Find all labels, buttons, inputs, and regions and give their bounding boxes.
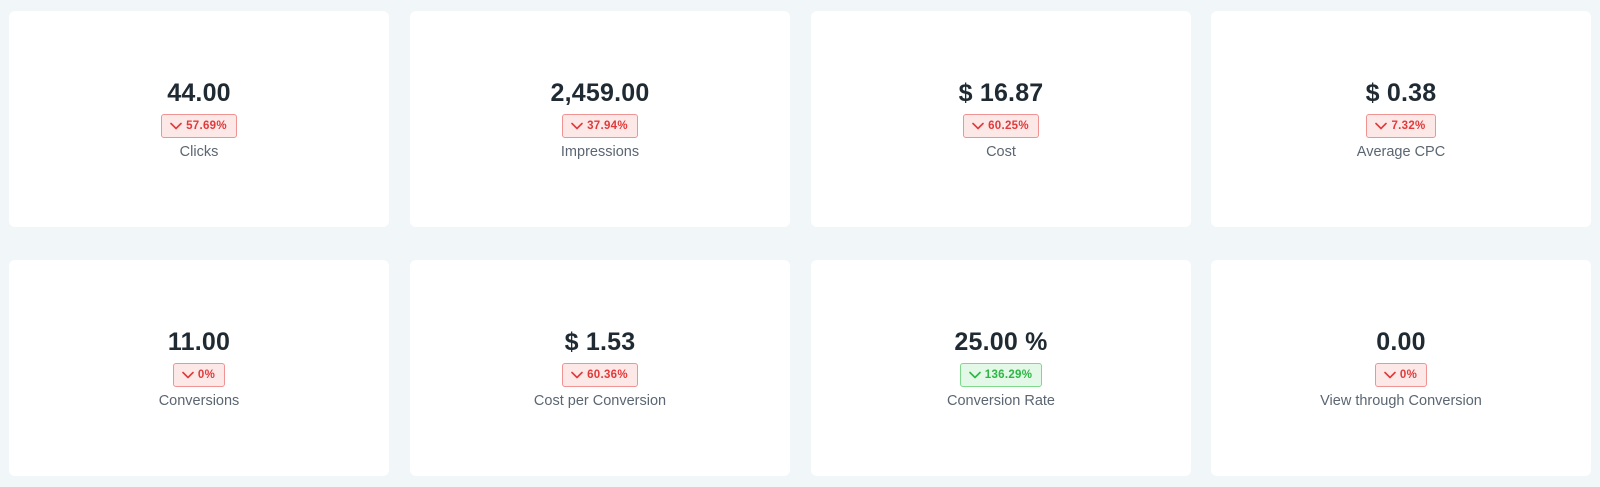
chevron-down-icon: [571, 122, 583, 129]
metric-value: $ 16.87: [958, 78, 1044, 107]
metric-value: $ 1.53: [564, 327, 636, 356]
change-percent: 0%: [197, 368, 216, 381]
metric-card-clicks: 44.00 57.69% Clicks: [9, 11, 389, 227]
metric-value: 11.00: [167, 327, 231, 356]
change-badge: 136.29%: [959, 362, 1043, 387]
metric-value: 44.00: [167, 78, 231, 107]
change-percent: 7.32%: [1391, 119, 1426, 132]
metric-label: Clicks: [179, 143, 219, 160]
change-badge: 37.94%: [562, 113, 638, 138]
chevron-down-icon: [170, 122, 182, 129]
chevron-down-icon: [571, 371, 583, 378]
chevron-down-icon: [1384, 371, 1396, 378]
metric-label: Conversion Rate: [947, 392, 1055, 409]
chevron-down-icon: [968, 371, 981, 378]
metric-value: 2,459.00: [550, 78, 650, 107]
change-percent: 60.36%: [587, 368, 628, 381]
chevron-down-icon: [972, 122, 984, 129]
change-percent: 136.29%: [984, 368, 1033, 381]
metric-card-cost: $ 16.87 60.25% Cost: [811, 11, 1191, 227]
chevron-down-icon: [1375, 122, 1388, 129]
metric-label: Cost: [986, 143, 1016, 160]
change-badge: 57.69%: [161, 113, 237, 138]
change-percent: 57.69%: [186, 119, 227, 132]
change-badge: 60.25%: [963, 113, 1039, 138]
metric-label: Conversions: [158, 392, 240, 409]
metric-value: $ 0.38: [1365, 78, 1437, 107]
metric-card-average-cpc: $ 0.38 7.32% Average CPC: [1211, 11, 1591, 227]
change-percent: 60.25%: [988, 119, 1029, 132]
metric-label: Impressions: [560, 143, 640, 160]
metric-card-cost-per-conversion: $ 1.53 60.36% Cost per Conversion: [410, 260, 790, 476]
metric-card-view-through-conversion: 0.00 0% View through Conversion: [1211, 260, 1591, 476]
metric-card-conversions: 11.00 0% Conversions: [9, 260, 389, 476]
metric-card-impressions: 2,459.00 37.94% Impressions: [410, 11, 790, 227]
change-badge: 7.32%: [1366, 113, 1436, 138]
metric-value: 0.00: [1376, 327, 1426, 356]
metric-label: View through Conversion: [1320, 392, 1482, 409]
metric-value: 25.00 %: [954, 327, 1048, 356]
change-badge: 0%: [1374, 362, 1428, 387]
change-percent: 0%: [1399, 368, 1418, 381]
metric-label: Cost per Conversion: [533, 392, 667, 409]
chevron-down-icon: [182, 371, 194, 378]
change-badge: 0%: [172, 362, 226, 387]
change-badge: 60.36%: [562, 362, 638, 387]
change-percent: 37.94%: [587, 119, 628, 132]
metric-label: Average CPC: [1356, 143, 1446, 160]
metric-card-conversion-rate: 25.00 % 136.29% Conversion Rate: [811, 260, 1191, 476]
